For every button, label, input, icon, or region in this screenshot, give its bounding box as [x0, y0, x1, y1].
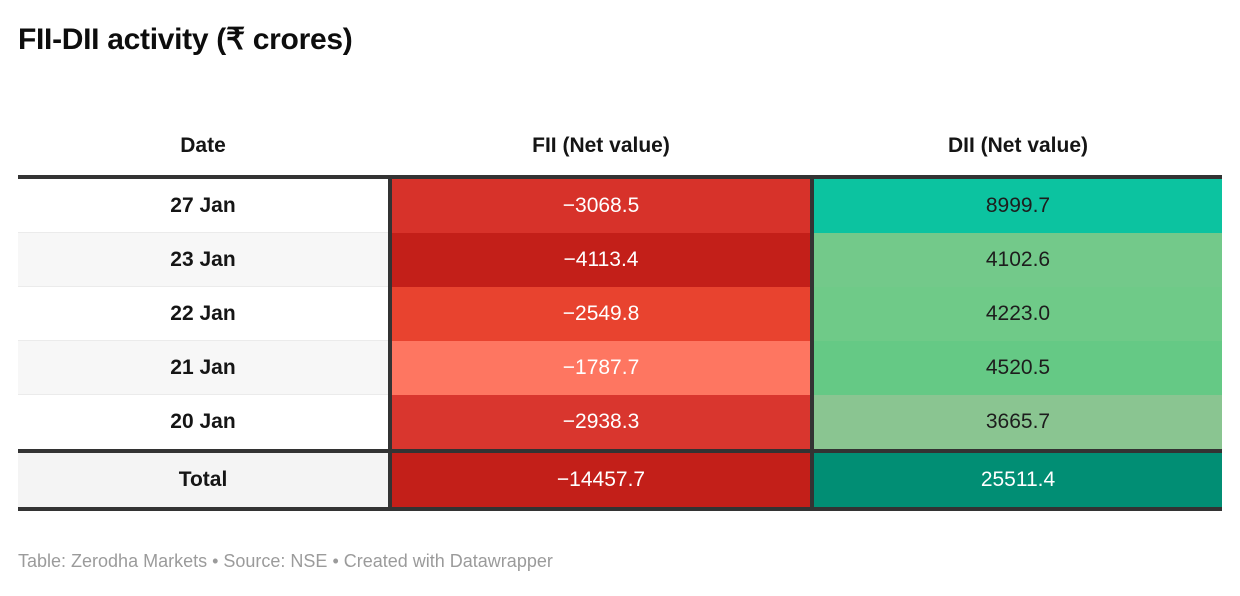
table-body: 27 Jan −3068.5 8999.7 23 Jan −4113.4 410…	[18, 179, 1222, 449]
fii-value-cell: −2549.8	[388, 287, 810, 341]
table-row: 21 Jan −1787.7 4520.5	[18, 341, 1222, 395]
table-row: 22 Jan −2549.8 4223.0	[18, 287, 1222, 341]
table-row: 23 Jan −4113.4 4102.6	[18, 233, 1222, 287]
fii-dii-table: Date FII (Net value) DII (Net value) 27 …	[18, 117, 1222, 511]
dii-value-cell: 8999.7	[810, 179, 1222, 233]
total-label-cell: Total	[18, 453, 388, 507]
date-cell: 20 Jan	[18, 395, 388, 449]
fii-value-cell: −1787.7	[388, 341, 810, 395]
page-title: FII-DII activity (₹ crores)	[18, 23, 353, 56]
table-row: 20 Jan −2938.3 3665.7	[18, 395, 1222, 449]
header-fii: FII (Net value)	[388, 117, 810, 175]
dii-value-cell: 3665.7	[810, 395, 1222, 449]
table-total-row: Total −14457.7 25511.4	[18, 449, 1222, 511]
total-dii-cell: 25511.4	[810, 453, 1222, 507]
attribution-footer: Table: Zerodha Markets • Source: NSE • C…	[18, 551, 553, 571]
date-cell: 23 Jan	[18, 233, 388, 287]
dii-value-cell: 4102.6	[810, 233, 1222, 287]
date-cell: 22 Jan	[18, 287, 388, 341]
date-cell: 27 Jan	[18, 179, 388, 233]
fii-value-cell: −4113.4	[388, 233, 810, 287]
header-dii: DII (Net value)	[810, 117, 1222, 175]
table-row: 27 Jan −3068.5 8999.7	[18, 179, 1222, 233]
date-cell: 21 Jan	[18, 341, 388, 395]
header-date: Date	[18, 117, 388, 175]
dii-value-cell: 4223.0	[810, 287, 1222, 341]
total-fii-cell: −14457.7	[388, 453, 810, 507]
dii-value-cell: 4520.5	[810, 341, 1222, 395]
fii-value-cell: −3068.5	[388, 179, 810, 233]
fii-value-cell: −2938.3	[388, 395, 810, 449]
page: FII-DII activity (₹ crores) Date FII (Ne…	[0, 22, 1240, 572]
table-header-row: Date FII (Net value) DII (Net value)	[18, 117, 1222, 179]
